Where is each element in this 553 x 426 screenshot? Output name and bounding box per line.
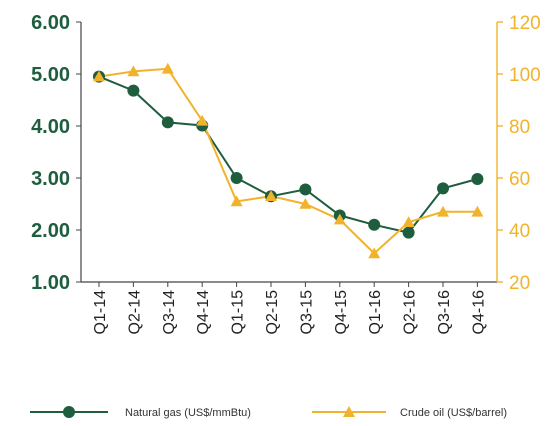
legend-marker-crude-oil [343, 406, 355, 417]
crude-oil-point [196, 114, 209, 126]
right-tick-label: 60 [509, 169, 530, 190]
left-tick-label: 2.00 [31, 220, 70, 242]
x-tick-label: Q2-14 [126, 290, 143, 335]
left-tick-label: 5.00 [31, 64, 70, 86]
right-tick-label: 120 [509, 13, 541, 34]
crude-oil-point [437, 205, 449, 217]
crude-oil-point [93, 70, 105, 82]
crude-oil-point [230, 195, 243, 207]
x-tick-label: Q2-16 [402, 290, 419, 335]
crude-oil-point [161, 62, 174, 74]
x-tick-label: Q3-15 [298, 290, 315, 335]
natural-gas-point [299, 183, 312, 196]
right-tick-label: 80 [509, 117, 530, 138]
crude-oil-point [265, 190, 277, 201]
legend-marker-natural-gas [63, 406, 75, 418]
left-tick-label: 3.00 [31, 168, 70, 190]
x-tick-label: Q4-15 [333, 290, 350, 335]
x-tick-label: Q1-14 [92, 290, 109, 335]
chart-axes: 1.00 2.00 3.00 4.00 5.00 6.00 20 40 60 80 100 120 Q1… [31, 12, 541, 334]
legend-label-natural-gas: Natural gas (US$/mmBtu) [125, 407, 251, 419]
natural-gas-point [368, 218, 381, 231]
natural-gas-point [161, 116, 174, 129]
left-tick-label: 1.00 [31, 272, 70, 294]
natural-gas-point [402, 226, 415, 239]
x-tick-label: Q1-16 [367, 290, 384, 335]
natural-gas-point [437, 182, 449, 195]
left-tick-label: 4.00 [31, 116, 70, 138]
crude-oil-point [299, 198, 312, 209]
crude-oil-point [368, 247, 381, 259]
chart-series [93, 62, 484, 259]
x-tick-label: Q4-14 [195, 290, 212, 335]
natural-gas-point [230, 172, 243, 184]
x-tick-label: Q1-15 [230, 290, 247, 335]
right-tick-label: 100 [509, 65, 541, 86]
crude-oil-point [471, 205, 484, 217]
x-tick-label: Q3-14 [161, 290, 178, 335]
left-tick-label: 6.00 [31, 12, 70, 34]
x-tick-label: Q4-16 [470, 290, 487, 335]
right-tick-label: 40 [509, 221, 530, 242]
natural-gas-point [471, 173, 484, 186]
crude-oil-point [402, 216, 415, 227]
legend-label-crude-oil: Crude oil (US$/barrel) [400, 407, 507, 419]
crude-oil-point [333, 213, 346, 225]
chart-legend: Natural gas (US$/mmBtu) Crude oil (US$/ba… [30, 406, 507, 419]
x-tick-label: Q3-16 [436, 290, 453, 335]
x-tick-label: Q2-15 [264, 290, 281, 335]
natural-gas-point [127, 84, 140, 97]
crude-oil-point [127, 65, 140, 77]
series-line-natural-gas [98, 75, 478, 234]
series-line-crude-oil [98, 67, 478, 255]
right-tick-label: 20 [509, 273, 530, 294]
